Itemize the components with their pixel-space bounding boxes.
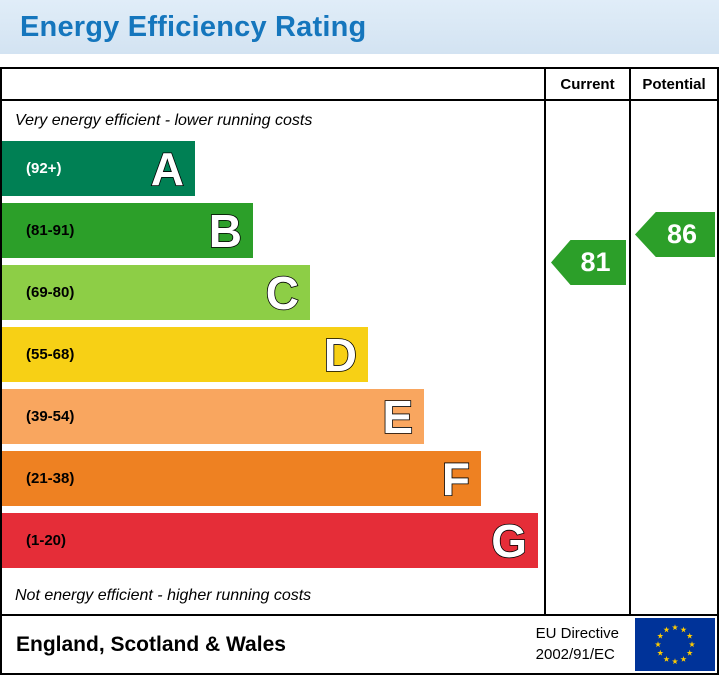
band-row-b: (81-91) B [2,203,253,258]
band-row-d: (55-68) D [2,327,368,382]
band-column-header [2,69,544,101]
current-rating-value: 81 [580,247,611,277]
band-range-label: (39-54) [26,408,75,425]
eu-flag-icon [635,618,715,671]
rating-table: Current Potential Very energy efficient … [2,69,717,614]
band-range-label: (21-38) [26,470,75,487]
band-letter: B [208,204,243,257]
potential-rating-value: 86 [666,219,698,249]
band-row-a: (92+) A [2,141,195,196]
note-bottom: Not energy efficient - higher running co… [15,587,312,604]
potential-rating-arrow: 86 [635,212,715,257]
band-letter: E [382,390,414,443]
band-range-label: (1-20) [26,532,67,549]
eu-directive-label: EU Directive 2002/91/EC [536,624,619,665]
eu-directive-line1: EU Directive [535,625,619,643]
page-title: Energy Efficiency Rating [20,10,367,43]
chart-footer: England, Scotland & Wales EU Directive 2… [2,614,717,673]
region-label: England, Scotland & Wales [16,632,286,656]
band-letter: G [490,514,527,567]
potential-column: 86 [629,101,717,614]
band-row-e: (39-54) E [2,389,424,444]
eu-directive-line2: 2002/91/EC [535,645,615,663]
band-range-label: (55-68) [26,346,75,363]
band-range-label: (81-91) [26,222,75,239]
band-letter: D [323,328,358,381]
note-top: Very energy efficient - lower running co… [15,112,313,129]
band-letter: F [441,452,471,505]
current-column: 81 [544,101,629,614]
band-range-label: (92+) [26,160,62,177]
potential-column-header: Potential [629,69,717,101]
rating-chart: Current Potential Very energy efficient … [0,67,719,675]
band-row-f: (21-38) F [2,451,481,506]
band-range-label: (69-80) [26,284,75,301]
bands-area: Very energy efficient - lower running co… [2,101,544,614]
band-letter: A [150,142,185,195]
title-bar: Energy Efficiency Rating [0,0,719,54]
current-rating-arrow: 81 [551,240,626,285]
current-column-header: Current [544,69,629,101]
band-letter: C [265,266,300,319]
band-row-g: (1-20) G [2,513,538,568]
band-row-c: (69-80) C [2,265,310,320]
